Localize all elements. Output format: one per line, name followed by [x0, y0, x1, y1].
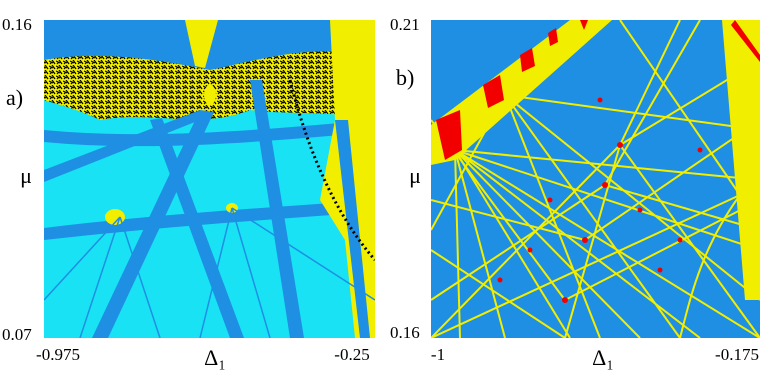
y-axis-label: μ — [20, 163, 32, 188]
x-axis-label: Δ₁ — [204, 345, 226, 370]
x-axis-label: Δ₁ — [592, 345, 614, 370]
panel-label: b) — [396, 65, 414, 90]
y-tick-label: 0.21 — [390, 15, 420, 34]
y-tick-label: 0.16 — [390, 323, 420, 342]
x-tick-label: -0.975 — [36, 345, 80, 364]
x-tick-label: -0.25 — [334, 345, 369, 364]
panel-b-map — [431, 20, 760, 338]
x-tick-label: -1 — [431, 345, 445, 364]
y-tick-label: 0.16 — [2, 15, 32, 34]
x-tick-label: -0.175 — [715, 345, 759, 364]
panel-label: a) — [6, 85, 23, 110]
y-tick-label: 0.07 — [2, 325, 32, 344]
panel-a-map — [44, 20, 375, 338]
y-axis-label: μ — [409, 163, 421, 188]
